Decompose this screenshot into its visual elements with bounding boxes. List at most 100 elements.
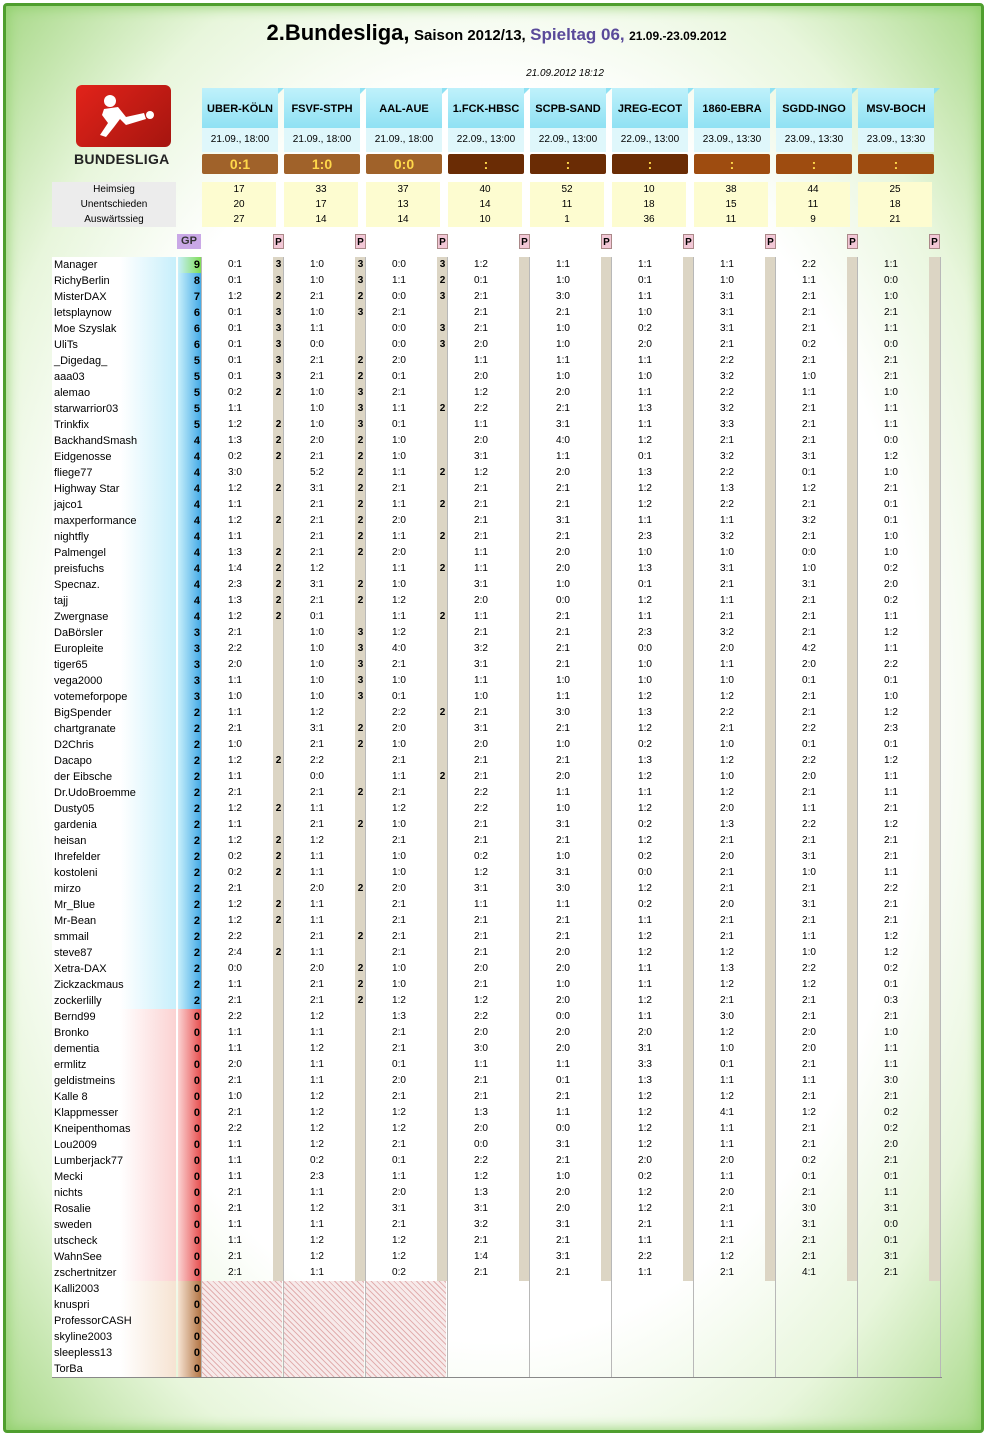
points-cell bbox=[601, 593, 612, 609]
player-name: Palmengel bbox=[52, 545, 176, 561]
table-row: Kneipenthomas 0 2:2 1:2 1:2 2:0 0:0 1:2 1:1 2:1 0:… bbox=[52, 1121, 942, 1137]
tip-cell: 3:3 bbox=[720, 419, 734, 430]
tip-cell: 1:1 bbox=[392, 467, 406, 478]
table-row: Dusty05 2 1:2 2 1:1 1:2 2:2 1:0 1:2 2:0 1:1 2:1 bbox=[52, 801, 942, 817]
tip-cell: 0:2 bbox=[802, 339, 816, 350]
points-cell bbox=[601, 1201, 612, 1217]
points-cell bbox=[683, 673, 694, 689]
table-row: nightfly 4 1:1 2:1 2 1:1 2 2:1 2:1 2:3 3:2 2:1 1:0 bbox=[52, 529, 942, 545]
points-cell: 3 bbox=[355, 657, 366, 673]
title-dates: 21.09.-23.09.2012 bbox=[629, 29, 727, 43]
tip-cell: 0:1 bbox=[392, 419, 406, 430]
tip-cell: 1:1 bbox=[884, 403, 898, 414]
stat-away: 1 bbox=[564, 214, 570, 225]
header-corner-icon bbox=[360, 88, 366, 94]
tip-cell: 2:1 bbox=[720, 339, 734, 350]
tip-cell: 2:1 bbox=[720, 579, 734, 590]
tip-cell: 2:1 bbox=[884, 851, 898, 862]
tip-cell: 1:0 bbox=[720, 771, 734, 782]
tip-cell bbox=[694, 1297, 760, 1313]
tip-cell: 1:1 bbox=[392, 499, 406, 510]
match-teams: MSV-BOCH bbox=[858, 88, 940, 128]
tip-cell: 1:0 bbox=[802, 371, 816, 382]
table-row: zockerlilly 2 2:1 2:1 2 1:2 1:2 2:0 1:2 2:1 2:1 0:3 bbox=[52, 993, 942, 1009]
player-name: Bronko bbox=[52, 1025, 176, 1041]
points-cell bbox=[683, 769, 694, 785]
player-gp: 2 bbox=[178, 753, 202, 769]
tip-cell: 1:2 bbox=[720, 1027, 734, 1038]
points-cell bbox=[683, 737, 694, 753]
tip-cell: 1:2 bbox=[228, 755, 242, 766]
points-cell bbox=[601, 881, 612, 897]
tip-cell: 1:1 bbox=[802, 275, 816, 286]
player-name: Trinkfix bbox=[52, 417, 176, 433]
table-row: Xetra-DAX 2 0:0 2:0 2 1:0 2:0 2:0 1:1 1:3 2:2 0:2 bbox=[52, 961, 942, 977]
points-cell bbox=[929, 913, 940, 929]
tip-cell: 1:3 bbox=[474, 1107, 488, 1118]
tip-cell: 3:2 bbox=[802, 515, 816, 526]
tip-cell: 1:0 bbox=[638, 371, 652, 382]
player-gp: 0 bbox=[178, 1089, 202, 1105]
points-cell: 2 bbox=[437, 561, 448, 577]
points-cell bbox=[765, 1105, 776, 1121]
table-row: dementia 0 1:1 1:2 2:1 3:0 2:0 3:1 1:0 2:0 1:1 bbox=[52, 1041, 942, 1057]
player-gp: 0 bbox=[178, 1345, 202, 1361]
points-cell: 2 bbox=[273, 753, 284, 769]
tip-cell: 1:0 bbox=[228, 691, 242, 702]
points-cell bbox=[519, 865, 530, 881]
points-cell bbox=[355, 1041, 366, 1057]
points-cell bbox=[929, 1329, 940, 1345]
header-corner-icon bbox=[934, 88, 940, 94]
tip-cell: 1:3 bbox=[638, 403, 652, 414]
tip-cell: 0:2 bbox=[228, 451, 242, 462]
tip-cell: 1:1 bbox=[556, 899, 570, 910]
player-name: knuspri bbox=[52, 1297, 176, 1313]
tip-cell: 1:0 bbox=[556, 675, 570, 686]
tip-cell: 2:0 bbox=[720, 851, 734, 862]
tip-cell: 1:1 bbox=[884, 1059, 898, 1070]
tip-cell: 1:0 bbox=[310, 259, 324, 270]
player-gp: 0 bbox=[178, 1105, 202, 1121]
points-cell bbox=[601, 1089, 612, 1105]
points-cell bbox=[437, 1169, 448, 1185]
points-cell bbox=[519, 929, 530, 945]
tip-cell: 2:1 bbox=[720, 1203, 734, 1214]
tip-cell: 2:0 bbox=[392, 883, 406, 894]
tip-cell: 1:1 bbox=[392, 1171, 406, 1182]
tip-cell: 1:1 bbox=[556, 355, 570, 366]
points-cell bbox=[847, 353, 858, 369]
tip-cell: 1:0 bbox=[392, 579, 406, 590]
stat-home: 17 bbox=[233, 184, 245, 195]
tip-cell: 1:1 bbox=[228, 979, 242, 990]
tip-cell: 2:1 bbox=[720, 867, 734, 878]
points-cell bbox=[683, 289, 694, 305]
points-cell: 2 bbox=[355, 593, 366, 609]
points-cell bbox=[601, 1009, 612, 1025]
points-cell bbox=[929, 1169, 940, 1185]
points-cell: 3 bbox=[273, 257, 284, 273]
table-row: Europleite 3 2:2 1:0 3 4:0 3:2 2:1 0:0 2:0 4:2 1:1 bbox=[52, 641, 942, 657]
tip-cell: 0:0 bbox=[310, 339, 324, 350]
tip-cell: 1:2 bbox=[802, 979, 816, 990]
table-row: tajj 4 1:3 2 2:1 2 1:2 2:0 0:0 1:2 1:1 2:1 0:2 bbox=[52, 593, 942, 609]
points-cell bbox=[519, 1185, 530, 1201]
points-cell bbox=[519, 1025, 530, 1041]
points-cell bbox=[929, 785, 940, 801]
tip-cell: 2:1 bbox=[310, 355, 324, 366]
points-cell: 2 bbox=[437, 769, 448, 785]
tip-cell bbox=[858, 1313, 924, 1329]
tip-cell: 0:0 bbox=[556, 1123, 570, 1134]
points-cell bbox=[355, 1121, 366, 1137]
points-cell bbox=[765, 705, 776, 721]
points-cell bbox=[929, 1057, 940, 1073]
tip-cell: 1:2 bbox=[884, 755, 898, 766]
player-gp: 2 bbox=[178, 945, 202, 961]
points-cell bbox=[683, 801, 694, 817]
points-cell bbox=[847, 897, 858, 913]
points-cell bbox=[273, 929, 284, 945]
tip-cell: 1:3 bbox=[638, 755, 652, 766]
tip-cell: 1:1 bbox=[474, 419, 488, 430]
match-score: : bbox=[776, 154, 852, 174]
tip-cell: 2:0 bbox=[392, 515, 406, 526]
points-cell bbox=[355, 1089, 366, 1105]
